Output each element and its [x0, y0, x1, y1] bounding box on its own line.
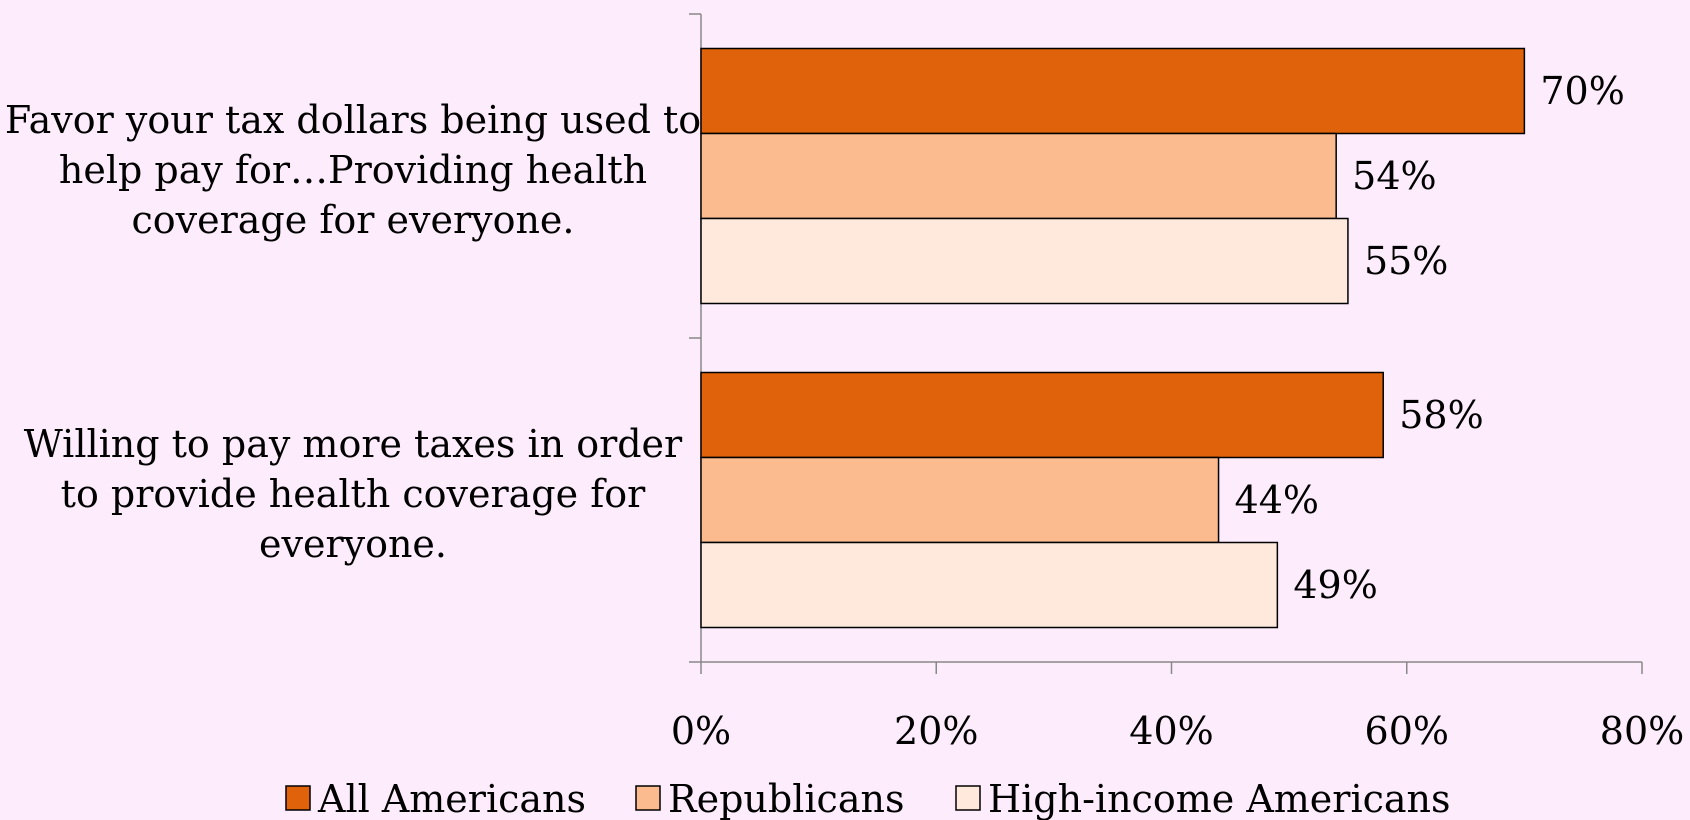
x-tick-label: 40%: [1129, 709, 1213, 753]
value-labels: 70% 54% 55% 58% 44% 49%: [1235, 69, 1625, 607]
bar: [700, 541, 1279, 629]
legend-label: All Americans: [317, 777, 586, 820]
plot-area: [689, 13, 1642, 663]
legend-swatch: [635, 785, 661, 811]
category-label: Favor your tax dollars being used to help…: [5, 98, 701, 242]
value-label: 70%: [1540, 69, 1624, 113]
bar: [700, 47, 1526, 135]
value-label: 54%: [1352, 154, 1436, 198]
category-label-line: Favor your tax dollars being used to: [5, 98, 701, 142]
bar: [700, 371, 1384, 459]
legend-label: Republicans: [668, 777, 904, 820]
bar: [700, 456, 1220, 544]
category-label-line: help pay for…Providing health: [59, 148, 647, 192]
category-label-line: everyone.: [259, 522, 447, 566]
category-labels: Favor your tax dollars being used to help…: [5, 98, 701, 566]
x-tick-label: 20%: [894, 709, 978, 753]
x-tick-label: 80%: [1600, 709, 1684, 753]
legend-swatch: [955, 785, 981, 811]
category-label-line: coverage for everyone.: [131, 198, 574, 242]
legend: All Americans Republicans High-income Amer…: [285, 777, 1451, 820]
category-label-line: to provide health coverage for: [61, 472, 646, 516]
value-label: 44%: [1235, 478, 1319, 522]
value-label: 55%: [1364, 239, 1448, 283]
value-label: 58%: [1399, 393, 1483, 437]
bar: [700, 217, 1349, 305]
legend-swatch: [285, 785, 311, 811]
x-tick-label: 0%: [671, 709, 731, 753]
category-label: Willing to pay more taxes in order to pro…: [24, 422, 683, 566]
value-label: 49%: [1293, 563, 1377, 607]
x-tick-label: 60%: [1365, 709, 1449, 753]
x-axis-ticks: 0% 20% 40% 60% 80%: [671, 662, 1684, 753]
category-label-line: Willing to pay more taxes in order: [24, 422, 683, 466]
bar: [700, 132, 1337, 220]
legend-label: High-income Americans: [988, 777, 1451, 820]
